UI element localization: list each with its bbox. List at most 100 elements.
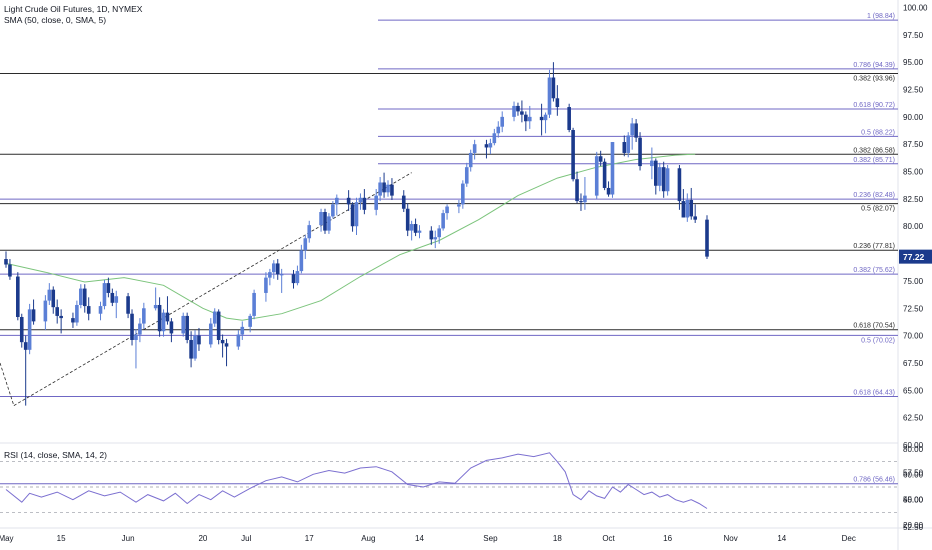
- candle[interactable]: [307, 220, 312, 243]
- candle[interactable]: [468, 149, 473, 172]
- candle[interactable]: [161, 309, 166, 337]
- candle[interactable]: [303, 234, 308, 260]
- candle[interactable]: [610, 142, 615, 198]
- candle[interactable]: [271, 260, 276, 279]
- candle[interactable]: [654, 158, 658, 195]
- candle[interactable]: [236, 330, 241, 350]
- candle[interactable]: [331, 201, 335, 219]
- candle[interactable]: [189, 331, 193, 368]
- candle[interactable]: [527, 105, 532, 129]
- candle[interactable]: [323, 208, 327, 234]
- candle[interactable]: [551, 62, 556, 102]
- candle[interactable]: [622, 135, 627, 157]
- candle[interactable]: [437, 225, 442, 244]
- candle[interactable]: [516, 102, 520, 116]
- candle[interactable]: [413, 218, 418, 237]
- candle[interactable]: [240, 321, 245, 340]
- candle[interactable]: [547, 69, 552, 118]
- candle[interactable]: [705, 215, 709, 260]
- instrument-title[interactable]: Light Crude Oil Futures, 1D, NYMEX: [4, 4, 143, 14]
- candle[interactable]: [401, 190, 406, 213]
- candle[interactable]: [268, 268, 272, 286]
- candle[interactable]: [488, 138, 493, 155]
- candle[interactable]: [543, 112, 548, 134]
- candle[interactable]: [8, 259, 12, 280]
- candle[interactable]: [417, 225, 422, 239]
- candle[interactable]: [354, 197, 359, 235]
- candle[interactable]: [169, 318, 174, 343]
- candle[interactable]: [346, 190, 351, 211]
- candle[interactable]: [445, 204, 449, 220]
- candle[interactable]: [208, 318, 213, 348]
- candle[interactable]: [626, 132, 631, 158]
- candle[interactable]: [405, 203, 410, 237]
- candle[interactable]: [224, 338, 229, 367]
- candle[interactable]: [19, 313, 24, 348]
- candle[interactable]: [433, 230, 438, 249]
- candle[interactable]: [461, 180, 465, 209]
- candle[interactable]: [75, 300, 79, 326]
- candle[interactable]: [335, 194, 339, 216]
- candle[interactable]: [358, 193, 363, 210]
- candle[interactable]: [441, 209, 445, 231]
- candle[interactable]: [114, 290, 119, 319]
- candle[interactable]: [409, 220, 414, 241]
- candle[interactable]: [220, 334, 225, 358]
- candle[interactable]: [374, 189, 378, 216]
- candle[interactable]: [4, 251, 8, 268]
- candle[interactable]: [567, 103, 571, 133]
- candle[interactable]: [657, 162, 662, 192]
- candle[interactable]: [86, 297, 91, 321]
- candle[interactable]: [496, 121, 501, 138]
- candle[interactable]: [520, 100, 524, 123]
- candle[interactable]: [98, 301, 103, 321]
- candle[interactable]: [429, 226, 434, 245]
- candle[interactable]: [500, 111, 505, 133]
- candle[interactable]: [27, 303, 32, 355]
- candle[interactable]: [378, 177, 382, 202]
- candle[interactable]: [59, 309, 63, 334]
- candle[interactable]: [197, 327, 201, 351]
- candle[interactable]: [23, 335, 28, 406]
- candle[interactable]: [291, 269, 296, 289]
- candle[interactable]: [539, 103, 544, 136]
- candle[interactable]: [685, 193, 690, 222]
- candle[interactable]: [138, 318, 142, 343]
- candle[interactable]: [594, 151, 599, 199]
- candle[interactable]: [16, 272, 20, 321]
- candle[interactable]: [661, 161, 666, 198]
- rsi-legend-label[interactable]: RSI (14, close, SMA, 14, 2): [4, 450, 107, 460]
- candle[interactable]: [555, 85, 560, 116]
- candle[interactable]: [484, 139, 489, 159]
- candle[interactable]: [665, 164, 670, 196]
- candle[interactable]: [386, 180, 390, 197]
- candle[interactable]: [79, 284, 83, 309]
- candle[interactable]: [279, 268, 284, 293]
- candle[interactable]: [212, 308, 217, 327]
- candle[interactable]: [362, 189, 367, 215]
- candle[interactable]: [216, 309, 221, 345]
- candle[interactable]: [571, 127, 575, 182]
- candle[interactable]: [319, 208, 323, 232]
- candle[interactable]: [575, 171, 579, 204]
- candle[interactable]: [51, 286, 56, 314]
- candle[interactable]: [350, 202, 355, 232]
- candle[interactable]: [275, 259, 280, 280]
- candle[interactable]: [630, 117, 634, 150]
- candle[interactable]: [193, 330, 197, 361]
- candle[interactable]: [264, 272, 268, 302]
- candle[interactable]: [185, 312, 189, 344]
- candle[interactable]: [134, 329, 138, 369]
- candle[interactable]: [602, 158, 607, 191]
- candle[interactable]: [382, 172, 386, 198]
- candle[interactable]: [390, 178, 394, 200]
- candle[interactable]: [457, 199, 461, 214]
- candle[interactable]: [295, 265, 300, 286]
- candle[interactable]: [598, 150, 603, 167]
- candle[interactable]: [677, 164, 682, 210]
- candle[interactable]: [327, 213, 331, 234]
- candle[interactable]: [512, 101, 516, 122]
- candle[interactable]: [579, 193, 583, 211]
